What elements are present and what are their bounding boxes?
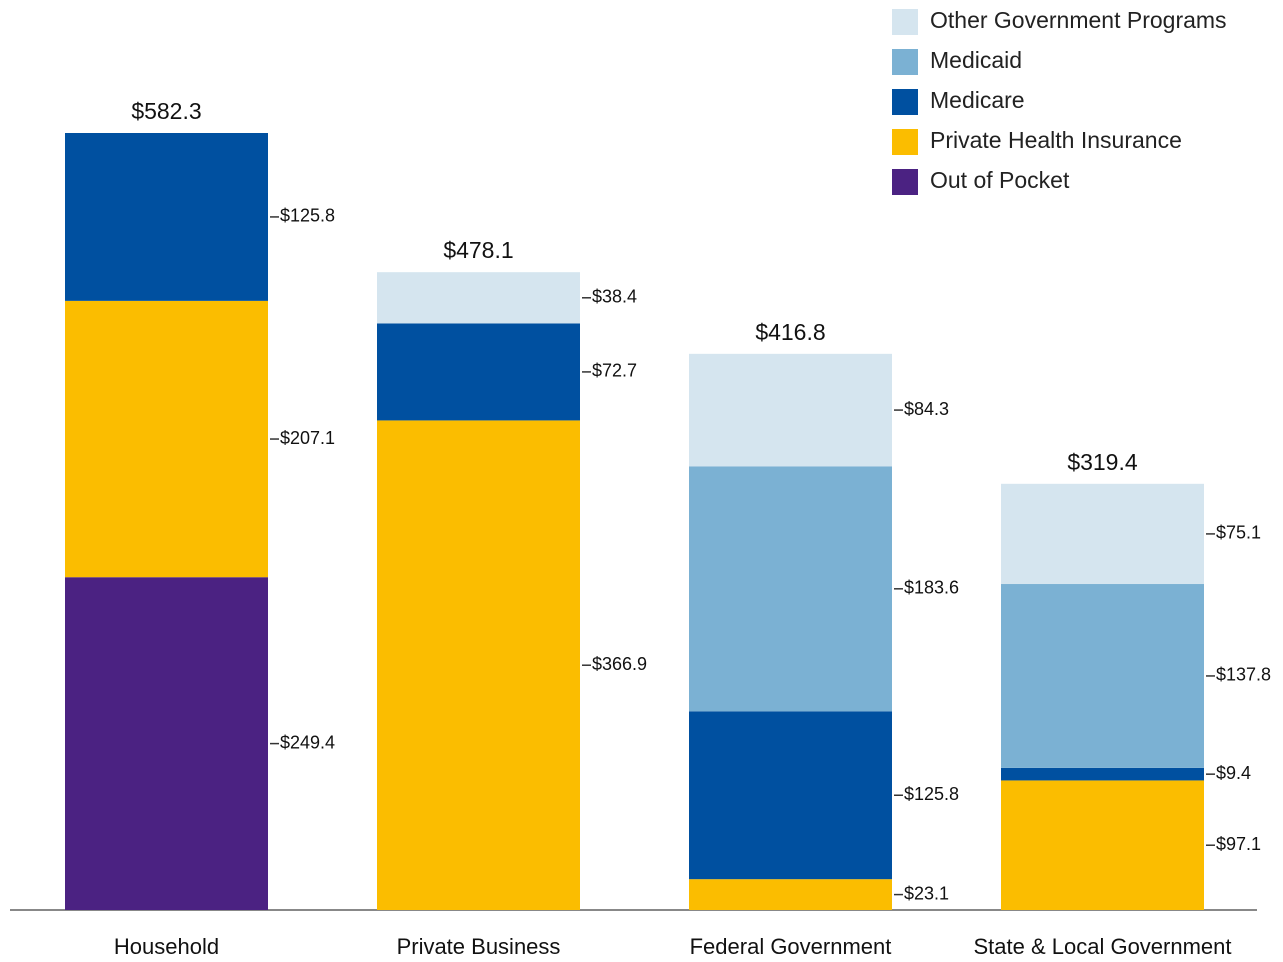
- value-label: $97.1: [1216, 834, 1261, 854]
- legend-swatch: [892, 9, 918, 35]
- total-label: $416.8: [755, 319, 825, 345]
- value-label: $249.4: [280, 732, 335, 752]
- total-label: $319.4: [1067, 449, 1138, 475]
- bar-segment: [65, 300, 268, 578]
- legend-swatch: [892, 169, 918, 195]
- value-label: $9.4: [1216, 763, 1251, 783]
- bar-segment: [1001, 584, 1204, 768]
- bar-segment: [65, 133, 268, 301]
- bar-segment: [689, 711, 892, 880]
- bar-segment: [1001, 767, 1204, 781]
- value-label: $207.1: [280, 428, 335, 448]
- category-label: Federal Government: [690, 934, 892, 959]
- bar-segment: [1001, 483, 1204, 585]
- bar-segment: [689, 353, 892, 467]
- legend-label: Medicare: [930, 87, 1025, 113]
- total-label: $478.1: [443, 237, 513, 263]
- legend-label: Medicaid: [930, 47, 1022, 73]
- value-label: $84.3: [904, 399, 949, 419]
- total-label: $582.3: [131, 98, 201, 124]
- bar-segment: [377, 272, 580, 324]
- value-label: $137.8: [1216, 665, 1271, 685]
- value-label: $366.9: [592, 654, 647, 674]
- legend-label: Out of Pocket: [930, 167, 1070, 193]
- bar-segment: [65, 577, 268, 910]
- value-label: $183.6: [904, 578, 959, 598]
- category-label: Private Business: [397, 934, 561, 959]
- value-label: $75.1: [1216, 523, 1261, 543]
- value-label: $72.7: [592, 361, 637, 381]
- bar-segment: [689, 879, 892, 910]
- value-label: $23.1: [904, 883, 949, 903]
- legend-label: Private Health Insurance: [930, 127, 1182, 153]
- category-label: State & Local Government: [973, 934, 1231, 959]
- legend-label: Other Government Programs: [930, 7, 1227, 33]
- bar-segment: [377, 323, 580, 421]
- bar-segment: [377, 420, 580, 910]
- value-label: $125.8: [280, 206, 335, 226]
- bar-segment: [689, 466, 892, 712]
- legend-swatch: [892, 49, 918, 75]
- category-label: Household: [114, 934, 219, 959]
- bar-segment: [1001, 780, 1204, 910]
- legend-swatch: [892, 129, 918, 155]
- value-label: $38.4: [592, 287, 637, 307]
- legend-swatch: [892, 89, 918, 115]
- value-label: $125.8: [904, 784, 959, 804]
